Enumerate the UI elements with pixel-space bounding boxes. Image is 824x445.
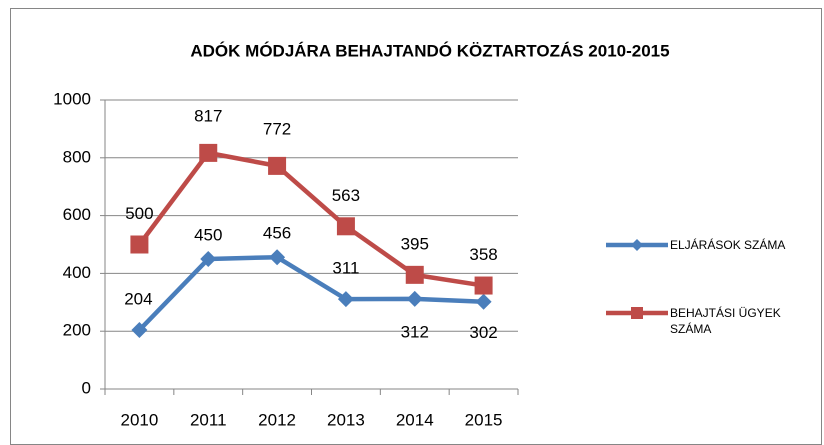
marker xyxy=(199,143,218,162)
chart-title: ADÓK MÓDJÁRA BEHAJTANDÓ KÖZTARTOZÁS 2010… xyxy=(190,41,669,60)
data-label: 311 xyxy=(332,259,359,278)
chart-border xyxy=(10,8,822,445)
data-label: 500 xyxy=(125,204,153,223)
legend-marker xyxy=(631,307,643,319)
marker xyxy=(474,276,493,295)
x-tick-label: 2012 xyxy=(258,410,296,429)
legend-label: BEHAJTÁSI ÜGYEK SZÁMA xyxy=(670,306,781,336)
x-tick-label: 2011 xyxy=(190,410,227,429)
series-line xyxy=(137,254,484,332)
x-tick-label: 2015 xyxy=(465,410,503,429)
marker xyxy=(337,291,354,308)
data-label: 450 xyxy=(194,225,222,244)
marker xyxy=(336,217,355,236)
marker xyxy=(200,250,217,267)
marker xyxy=(268,156,287,175)
x-tick-label: 2010 xyxy=(121,410,159,429)
legend-marker xyxy=(631,239,643,251)
data-label: 395 xyxy=(401,234,429,253)
y-tick-label: 600 xyxy=(63,205,91,224)
x-tick-label: 2013 xyxy=(327,410,365,429)
data-label: 817 xyxy=(194,106,222,125)
marker xyxy=(405,265,424,284)
data-label: 456 xyxy=(263,224,291,243)
series-line xyxy=(137,150,484,288)
marker xyxy=(130,235,149,254)
marker xyxy=(131,322,148,339)
marker xyxy=(269,249,286,266)
y-tick-label: 800 xyxy=(63,147,91,166)
y-tick-label: 0 xyxy=(82,378,91,397)
data-label: 772 xyxy=(263,119,291,138)
data-label: 312 xyxy=(401,322,429,341)
legend-label: ELJÁRÁSOK SZÁMA xyxy=(670,238,786,252)
y-tick-label: 1000 xyxy=(53,89,91,108)
y-tick-label: 200 xyxy=(63,321,91,340)
y-tick-label: 400 xyxy=(63,263,91,282)
data-label: 204 xyxy=(124,290,152,309)
data-label: 358 xyxy=(469,245,497,264)
data-label: 563 xyxy=(332,186,360,205)
x-tick-label: 2014 xyxy=(396,410,434,429)
marker xyxy=(406,290,423,307)
data-label: 302 xyxy=(469,323,497,342)
marker xyxy=(475,293,492,310)
